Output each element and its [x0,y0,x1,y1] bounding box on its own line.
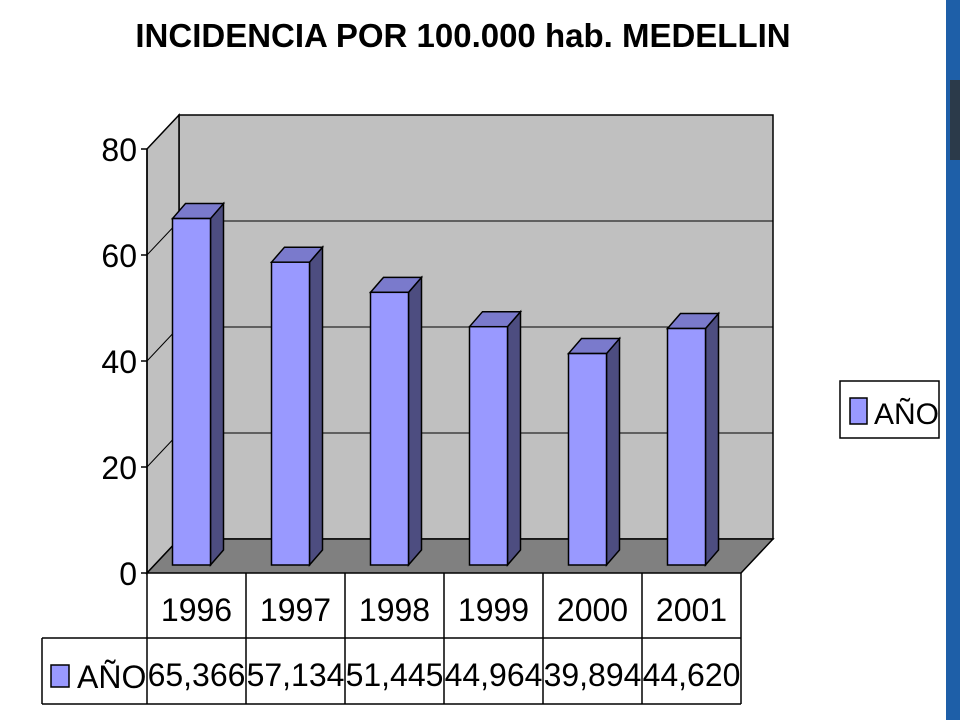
table-value-label: 57,134 [247,657,345,693]
bar-front [666,327,707,566]
bar-side [506,309,522,568]
bars [170,201,721,568]
table-category-label: 1998 [359,592,430,628]
y-tick-label: 40 [101,344,137,380]
table-series-name: AÑO [77,659,146,695]
table-legend-key [50,664,70,688]
edge-strip [946,0,960,720]
legend-label: AÑO [874,397,939,431]
legend: AÑO [839,380,940,439]
bar [269,245,325,568]
bar-front [270,261,311,566]
bar [665,311,721,568]
chart-title: INCIDENCIA POR 100.000 hab. MEDELLIN [135,17,790,54]
bar [467,309,523,568]
data-table: 1996 1997 1998 1999 2000 2001 65,366 57,134 51,… [41,573,742,705]
legend-key [849,397,868,425]
table-category-label: 1996 [161,592,232,628]
bar-side [407,275,423,568]
table-value-label: 44,620 [643,657,741,693]
y-tick-label: 60 [101,238,137,274]
bar-side [704,311,720,568]
y-tick-label: 20 [101,450,137,486]
bar-side [209,201,225,568]
plot-area: 0 20 40 60 80 [101,113,775,592]
table-value-label: 44,964 [445,657,543,693]
y-tick-label: 80 [101,132,137,168]
bar-front [468,325,509,566]
bar [566,336,622,568]
edge-strip-blue [946,0,960,720]
bar-front [369,291,410,566]
table-value-label: 51,445 [346,657,444,693]
bar [368,275,424,568]
table-value-label: 65,366 [148,657,246,693]
table-category-label: 2000 [557,592,628,628]
bar-front [171,217,212,566]
y-axis-ticks: 0 20 40 60 80 [101,132,147,592]
table-category-label: 2001 [656,592,727,628]
table-category-label: 1997 [260,592,331,628]
bar-side [605,336,621,568]
table-values: 65,366 57,134 51,445 44,964 39,894 44,620 [148,657,741,693]
table-grid [41,573,742,705]
edge-strip-dark [950,80,960,160]
bar-front [567,352,608,566]
bar [170,201,226,568]
table-category-label: 1999 [458,592,529,628]
y-tick-label: 0 [119,556,137,592]
bar-side [308,245,324,568]
table-value-label: 39,894 [544,657,642,693]
table-categories: 1996 1997 1998 1999 2000 2001 [161,592,727,628]
